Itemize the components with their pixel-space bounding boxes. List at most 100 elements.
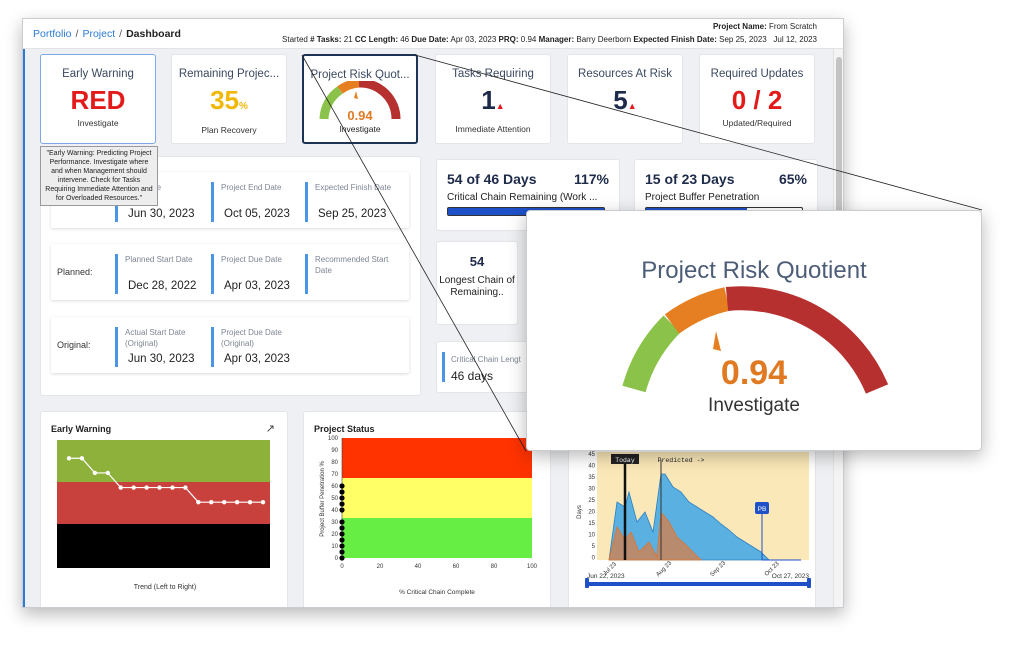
kpi-early-warning[interactable]: Early Warning RED Investigate [40,54,156,144]
y-tick-label: 20 [588,510,595,516]
y-tick-label: 15 [588,521,595,527]
status-point [339,555,345,561]
x-tick-label: 80 [491,564,498,570]
breadcrumb-current: Dashboard [126,28,181,40]
kpi-value: 35 [210,85,239,115]
predicted-label: Predicted -> [658,457,705,464]
y-tick-label: 70 [331,472,338,478]
zoom-title: Project Risk Quotient [641,257,867,284]
kpi-tasks-requiring[interactable]: Tasks Requiring 1▲ Immediate Attention [435,54,551,144]
kpi-title: Tasks Requiring [452,68,534,80]
range-slider-handle-right[interactable] [807,578,811,588]
today-date: Jul 12, 2023 [773,35,817,44]
range-slider-track[interactable] [587,582,809,586]
range-slider-handle-left[interactable] [585,578,589,588]
row-label: Original: [57,340,91,350]
date-cell: Planned Start Date Dec 28, 2022 [115,254,207,294]
chart-ylabel: Days [577,505,583,519]
project-meta-line: Started # Tasks: 21 CC Length: 46 Due Da… [282,35,817,44]
today-label: Today [615,457,635,464]
date-value: Dec 28, 2022 [128,280,197,292]
breadcrumb: Portfolio / Project / Dashboard [33,28,181,40]
date-label: Expected Finish Date [315,183,392,192]
x-tick-label: Sep 23 [709,560,727,578]
date-value: Jun 30, 2023 [128,208,195,220]
top-bar: Portfolio / Project / Dashboard Project Name… [23,19,843,49]
date-row-planned: Planned: Planned Start Date Dec 28, 2022 … [51,244,409,300]
band-black [57,524,270,568]
kpi-value: 5 [613,85,628,115]
external-link-icon[interactable]: ↗ [265,423,275,435]
kpi-value-wrap: 35% [172,86,286,121]
kpi-required-updates[interactable]: Required Updates 0 / 2 Updated/Required [699,54,815,144]
trend-point [234,499,240,505]
trend-point [131,485,136,490]
early-warning-chart-card: Early Warning ↗ Trend (Left to Right) [40,411,288,607]
manager-label: Manager: [538,35,575,44]
longest-chain-value: 54 [469,254,485,269]
ccl-value: 46 days [451,369,494,383]
y-tick-label: 0 [592,556,596,562]
breadcrumb-portfolio-link[interactable]: Portfolio [33,28,72,40]
kpi-value: 0.94 [347,108,373,123]
kpi-title: Required Updates [710,68,804,80]
date-cell: Project End Date Oct 05, 2023 [211,182,303,222]
trend-point [209,499,214,505]
chart-xlabel: % Critical Chain Complete [399,589,475,596]
status-point [339,495,345,501]
due-date-label: Due Date: [411,35,449,44]
trend-points [66,456,266,505]
kpi-remaining[interactable]: Remaining Projec... 35% Plan Recovery [171,54,287,144]
expected-finish-value: Sep 25, 2023 [719,35,767,44]
prq-value: 0.94 [520,35,537,44]
y-tick-label: 30 [331,520,338,526]
project-name-value: From Scratch [768,22,817,31]
y-tick-label: 90 [331,448,338,454]
fever-chart: Today Predicted -> PB 45 40 35 30 25 20 15 10 5 0… [577,452,811,588]
trend-line [69,457,263,503]
ccl-label: Critical Chain Lengt [451,355,521,364]
breadcrumb-separator: / [119,28,123,40]
date-cell: Actual Start Date (Original) Jun 30, 2023 [115,327,207,367]
status-point [339,549,345,555]
trend-point [183,485,188,490]
trend-point [247,499,253,505]
gauge-red-segment [725,286,889,394]
status-point [339,501,345,507]
cc-length-label: CC Length: [354,35,398,44]
chart-title: Early Warning [51,424,112,434]
trend-point [196,499,201,505]
critical-chain-desc: Critical Chain Remaining (Work ... [447,192,598,203]
trend-point [118,485,123,490]
y-tick-label: 40 [588,464,595,470]
trend-point [105,470,111,476]
kpi-resources-at-risk[interactable]: Resources At Risk 5▲ [567,54,683,144]
date-value: Oct 05, 2023 [224,208,290,220]
manager-value: Barry Deerborn [576,35,632,44]
buffer-desc: Project Buffer Penetration [645,192,760,203]
date-label: Actual Start Date (Original) [125,328,186,348]
kpi-risk-quotient[interactable]: Project Risk Quot... 0.94 Investigate [302,54,418,144]
expected-finish-label: Expected Finish Date: [633,35,717,44]
date-cell: Project Due Date (Original) Apr 03, 2023 [211,327,303,367]
zone-green [342,518,532,558]
trend-point [92,470,98,476]
kpi-subtitle: Updated/Required [722,118,792,128]
date-label: Recommended Start Date [315,255,389,275]
critical-chain-pct: 117% [573,171,609,187]
gauge-orange-segment [337,81,360,94]
status-point [339,519,345,525]
started-label: Started [282,35,308,44]
x-tick-label: 0 [340,564,344,570]
x-ticks: 0 20 40 60 80 100 [340,564,537,570]
chart-ylabel: Project Buffer Penetration % [320,461,326,537]
status-point [339,531,345,537]
longest-chain-label: Longest Chain of Remaining.. [439,275,515,298]
kpi-title: Resources At Risk [578,68,672,80]
date-value: Sep 25, 2023 [318,208,387,220]
tasks-value: 21 [343,35,353,44]
gauge-needle [713,331,721,351]
kpi-subtitle: Investigate [77,118,119,128]
gauge-orange-segment [664,287,730,334]
breadcrumb-project-link[interactable]: Project [82,28,116,40]
